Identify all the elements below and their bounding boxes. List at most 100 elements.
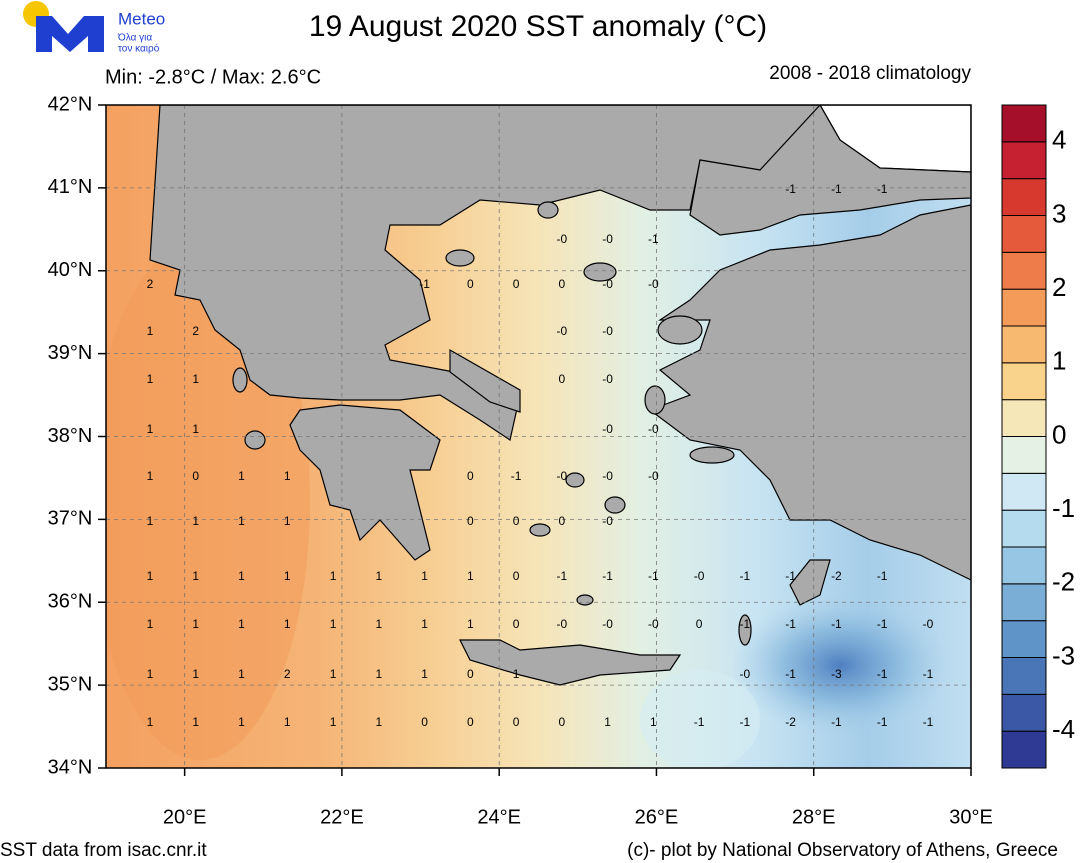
contour-label: 2 <box>147 277 154 291</box>
contour-label: 0 <box>192 469 199 483</box>
contour-label: -0 <box>648 422 659 436</box>
colorbar-box <box>1001 399 1047 437</box>
contour-label: -3 <box>831 667 842 681</box>
contour-label: -0 <box>648 617 659 631</box>
contour-label: -1 <box>877 617 888 631</box>
contour-label: 1 <box>375 667 382 681</box>
contour-label: 0 <box>467 667 474 681</box>
contour-label: -1 <box>740 569 751 583</box>
contour-label: 0 <box>513 514 520 528</box>
contour-label: -1 <box>602 569 613 583</box>
contour-label: -1 <box>419 277 430 291</box>
contour-label: 1 <box>330 617 337 631</box>
contour-label: -1 <box>923 715 934 729</box>
logo-tagline: τον καιρό <box>118 43 160 55</box>
contour-label: -0 <box>557 617 568 631</box>
contour-label: -1 <box>648 232 659 246</box>
cold-area <box>730 595 950 735</box>
logo: Meteo Όλα για τον καιρό <box>23 1 165 55</box>
island <box>738 614 752 646</box>
island <box>244 430 266 450</box>
colorbar-box <box>1001 104 1047 143</box>
y-tick-label: 35°N <box>48 673 93 695</box>
contour-label: 0 <box>558 372 565 386</box>
contour-label: 0 <box>696 617 703 631</box>
colorbar-box <box>1001 251 1047 290</box>
island <box>445 249 475 267</box>
contour-label: -0 <box>923 617 934 631</box>
contour-label: -0 <box>740 667 751 681</box>
contour-label: 1 <box>650 715 657 729</box>
contour-label: -1 <box>785 617 796 631</box>
contour-label: -0 <box>602 617 613 631</box>
island <box>644 385 666 415</box>
contour-label: -0 <box>694 569 705 583</box>
contour-label: 1 <box>330 715 337 729</box>
logo-mark <box>36 16 104 52</box>
contour-label: -1 <box>740 617 751 631</box>
contour-label: 0 <box>558 514 565 528</box>
contour-label: 2 <box>284 667 291 681</box>
contour-label: -0 <box>557 324 568 338</box>
contour-label: 1 <box>284 569 291 583</box>
colorbar-box <box>1001 583 1047 622</box>
island <box>583 262 617 282</box>
colorbar-box <box>1001 730 1047 769</box>
contour-label: 1 <box>192 667 199 681</box>
y-tick-label: 37°N <box>48 508 93 530</box>
source: SST data from isac.cnr.it <box>0 840 207 861</box>
contour-label: 1 <box>238 667 245 681</box>
contour-label: 1 <box>147 715 154 729</box>
y-tick-label: 39°N <box>48 342 93 364</box>
contour-label: 1 <box>238 715 245 729</box>
contour-label: 1 <box>284 469 291 483</box>
contour-label: -1 <box>831 617 842 631</box>
contour-label: -1 <box>785 182 796 196</box>
contour-label: 0 <box>421 715 428 729</box>
contour-label: 1 <box>421 617 428 631</box>
x-tick-label: 26°E <box>635 806 679 828</box>
contour-label: 0 <box>513 277 520 291</box>
map: -1 -1 -1 -0 -0 -1 2 -1 0 0 0 -0 -0 1 2 -0 -0 1 1 0 -0 1 1 -0 -0 1… <box>106 105 971 768</box>
contour-label: 1 <box>147 617 154 631</box>
colorbar-tick-label: 0 <box>1052 419 1066 449</box>
contour-label: 0 <box>467 715 474 729</box>
colorbar-box <box>1001 472 1047 511</box>
contour-label: 0 <box>467 277 474 291</box>
contour-label: 1 <box>238 469 245 483</box>
contour-label: -0 <box>648 277 659 291</box>
contour-label: -2 <box>785 715 796 729</box>
contour-label: -0 <box>602 469 613 483</box>
logo-tagline: Όλα για <box>117 33 152 44</box>
colorbar-box <box>1001 436 1047 474</box>
rhodes-land <box>789 559 831 606</box>
contour-label: 0 <box>467 469 474 483</box>
island <box>529 523 551 537</box>
contour-label: -0 <box>557 469 568 483</box>
contour-label: -0 <box>602 422 613 436</box>
anatolia-land <box>648 204 971 581</box>
contour-label: 0 <box>513 617 520 631</box>
crete-land <box>459 639 682 686</box>
contour-label: 1 <box>375 569 382 583</box>
contour-label: -1 <box>877 182 888 196</box>
contour-label: -1 <box>923 667 934 681</box>
evia-land <box>449 348 521 413</box>
contour-label: -1 <box>740 715 751 729</box>
contour-label: 0 <box>558 715 565 729</box>
contour-label: 1 <box>147 569 154 583</box>
axes: 20°E 22°E 24°E 26°E 28°E 30°E 34°N 35°N 36°N 37°N… <box>48 93 993 828</box>
contour-label: 1 <box>192 569 199 583</box>
contour-label: 1 <box>284 617 291 631</box>
sea-shade <box>640 670 760 768</box>
contour-label: 1 <box>192 514 199 528</box>
colorbar-box <box>1001 325 1047 364</box>
contour-label: 1 <box>421 569 428 583</box>
island <box>232 367 248 393</box>
y-tick-label: 42°N <box>48 93 93 115</box>
colorbar-tick-label: -2 <box>1052 567 1075 597</box>
contour-label: 1 <box>375 617 382 631</box>
colorbar-tick-label: 2 <box>1052 272 1066 302</box>
x-tick-label: 30°E <box>949 806 993 828</box>
